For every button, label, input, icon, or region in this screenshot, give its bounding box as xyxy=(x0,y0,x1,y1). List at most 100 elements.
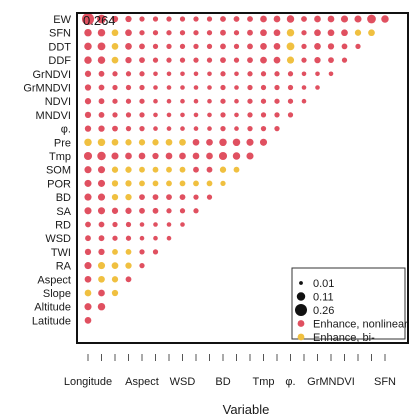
legend-size-marker xyxy=(295,304,307,316)
data-point xyxy=(260,43,267,50)
data-point xyxy=(260,84,267,91)
data-point xyxy=(220,84,226,91)
data-point xyxy=(368,29,375,37)
data-point xyxy=(138,139,146,146)
y-tick-label: SA xyxy=(56,206,71,218)
data-point xyxy=(246,138,254,146)
data-point xyxy=(153,98,158,104)
data-point xyxy=(111,276,119,283)
data-point xyxy=(193,180,199,187)
data-point xyxy=(206,194,213,200)
data-point xyxy=(301,98,307,104)
data-point xyxy=(219,166,227,173)
data-point xyxy=(179,16,186,22)
data-point xyxy=(112,71,118,77)
data-point xyxy=(314,15,321,23)
data-point xyxy=(286,15,295,23)
data-point xyxy=(273,43,281,50)
data-point xyxy=(166,166,172,173)
data-point xyxy=(247,84,253,91)
data-point xyxy=(260,98,267,104)
data-point xyxy=(166,85,172,90)
data-point xyxy=(139,235,145,241)
data-point xyxy=(234,98,239,104)
data-point xyxy=(193,16,199,22)
data-point xyxy=(234,85,239,90)
data-point xyxy=(218,151,228,161)
data-point xyxy=(193,30,199,36)
data-point xyxy=(328,57,334,63)
y-tick-label: MNDVI xyxy=(36,110,71,122)
data-point xyxy=(111,152,119,160)
data-point xyxy=(193,112,199,118)
data-point xyxy=(220,98,226,104)
data-point xyxy=(152,30,159,36)
x-axis-ticks xyxy=(87,354,386,361)
data-point xyxy=(111,180,119,187)
y-tick-label: DDF xyxy=(48,55,71,67)
data-point xyxy=(193,71,199,77)
data-point xyxy=(125,56,132,64)
data-point xyxy=(139,84,145,91)
legend-size-marker xyxy=(296,292,306,301)
data-point xyxy=(112,112,118,118)
data-point xyxy=(153,112,158,118)
x-tick-label: Aspect xyxy=(125,376,159,388)
data-point xyxy=(125,235,132,241)
data-point xyxy=(139,194,145,201)
data-point xyxy=(112,84,118,91)
x-axis-title: Variable xyxy=(223,402,270,417)
data-point xyxy=(207,98,212,104)
data-point xyxy=(84,317,92,324)
y-tick-label: Pre xyxy=(54,137,71,149)
data-point xyxy=(111,193,119,201)
data-point xyxy=(166,30,172,36)
data-point xyxy=(97,166,106,174)
data-point xyxy=(84,193,92,201)
data-point xyxy=(125,207,132,214)
data-point xyxy=(166,57,172,63)
data-point xyxy=(301,71,307,77)
data-point xyxy=(193,126,199,131)
data-point xyxy=(179,208,186,214)
data-point xyxy=(179,166,186,173)
data-point xyxy=(247,98,253,104)
data-point xyxy=(125,249,132,255)
x-tick-label: WSD xyxy=(170,376,196,388)
data-point xyxy=(314,56,321,64)
data-point xyxy=(111,29,119,37)
data-point xyxy=(166,71,172,77)
data-point xyxy=(192,138,200,146)
data-point xyxy=(287,71,294,77)
annotation-label: 0.264 xyxy=(83,13,116,28)
data-point xyxy=(165,138,173,146)
data-point xyxy=(220,180,226,187)
data-point xyxy=(355,43,361,50)
y-tick-label: Aspect xyxy=(37,274,71,286)
data-point xyxy=(166,16,172,22)
data-point xyxy=(152,207,159,214)
y-tick-label: RD xyxy=(55,220,71,232)
data-point xyxy=(207,112,212,118)
data-point xyxy=(152,249,159,255)
data-point xyxy=(97,56,106,64)
data-point xyxy=(98,289,105,297)
data-point xyxy=(125,221,132,228)
data-point xyxy=(139,180,145,187)
data-point xyxy=(125,43,132,50)
data-point xyxy=(179,152,186,160)
data-point xyxy=(138,152,146,160)
data-point xyxy=(247,112,253,118)
data-point xyxy=(98,248,105,256)
data-point xyxy=(98,275,105,283)
data-point xyxy=(97,151,106,161)
data-point xyxy=(354,29,362,36)
data-point xyxy=(125,262,132,269)
data-point xyxy=(274,125,280,132)
data-point xyxy=(260,15,267,23)
data-point xyxy=(327,15,335,23)
data-point xyxy=(84,98,92,105)
data-point xyxy=(139,262,145,269)
